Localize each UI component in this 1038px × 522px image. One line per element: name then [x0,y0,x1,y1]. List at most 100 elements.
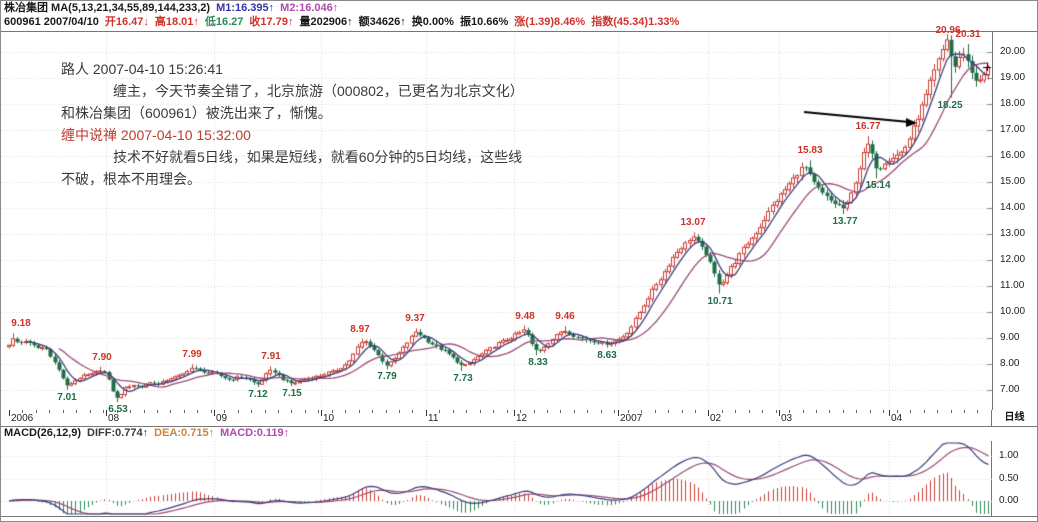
time-axis-label: 09 [216,413,228,424]
minor-tick [856,410,857,413]
price-axis-label: 14.00 [1000,202,1026,213]
time-axis-label: 11 [428,413,439,424]
info-segment: 株冶集团 MA(5,13,21,34,55,89,144,233,2) [4,2,211,14]
minor-tick [117,410,118,413]
month-tick [426,410,427,416]
minor-tick [291,410,292,413]
minor-tick [36,410,37,413]
minor-tick [439,410,440,413]
minor-tick [345,410,346,413]
info-segment: 额34626↑ [358,16,406,28]
price-axis-label: 17.00 [1000,124,1026,135]
minor-tick [601,410,602,413]
info-segment: 振10.66% [459,16,509,28]
info-segment: 指数(45.34)1.33% [591,16,680,28]
time-axis: 2006 08 09 10 11 12 2007 02 03 04 [1,410,992,426]
price-extreme-label: 8.97 [350,323,370,335]
month-tick [889,410,890,416]
price-extreme-label: 9.18 [11,318,31,330]
price-axis-label: 16.00 [1000,150,1026,161]
minor-tick [251,410,252,413]
info-segment: DEA:0.715↑ [154,427,215,439]
minor-tick [359,410,360,413]
info-segment: DIFF:0.774↑ [87,427,149,439]
minor-tick [412,410,413,413]
minor-tick [318,410,319,413]
price-axis-label: 19.00 [1000,72,1026,83]
month-tick [618,410,619,416]
minor-tick [964,410,965,413]
price-axis-label: 13.00 [1000,228,1026,239]
price-extreme-label: 15.14 [865,180,891,192]
minor-tick [90,410,91,413]
time-axis-label: 03 [781,413,793,424]
minor-tick [883,410,884,413]
info-segment: 量202906↑ [299,16,353,28]
price-extreme-label: 10.71 [707,295,733,307]
macd-axis-label: 0.50 [999,472,1019,484]
minor-tick [170,410,171,413]
price-extreme-label: 9.37 [405,313,425,325]
info-segment: 600961 2007/04/10 [4,16,99,28]
stock-info-bar: 株冶集团 MA(5,13,21,34,55,89,144,233,2) M1:16… [1,1,1037,31]
macd-header: MACD(26,12,9) DIFF:0.774↑ DEA:0.715↑ MACD:0… [1,427,1037,441]
minor-tick [749,410,750,413]
month-tick [321,410,322,416]
price-extreme-label: 16.77 [855,120,881,132]
price-extreme-label: 7.01 [57,391,77,403]
macd-axis: 1.00 0.50 0.00 [992,441,1037,516]
minor-tick [520,410,521,413]
price-extreme-label: 9.46 [555,311,575,323]
time-axis-label: 2006 [11,413,34,424]
minor-tick [803,410,804,413]
minor-tick [655,410,656,413]
period-label[interactable]: 日线 [1004,412,1025,423]
quote-author-line: 路人 2007-04-10 15:26:41 [61,61,223,77]
macd-plot[interactable] [1,441,992,516]
minor-tick [789,410,790,413]
forum-quote-overlay: 路人 2007-04-10 15:26:41 缠主，今天节奏全错了，北京旅游（0… [61,58,531,190]
minor-tick [695,410,696,413]
month-tick [214,410,215,416]
price-axis-label: 11.00 [1000,280,1025,291]
price-axis-label: 12.00 [1000,254,1026,265]
minor-tick [937,410,938,413]
minor-tick [63,410,64,413]
price-extreme-label: 13.07 [680,217,706,229]
minor-tick [493,410,494,413]
candlestick-canvas[interactable] [1,32,992,410]
candlestick-plot[interactable]: 路人 2007-04-10 15:26:41 缠主，今天节奏全错了，北京旅游（0… [1,25,993,415]
minor-tick [103,410,104,413]
minor-tick [76,410,77,413]
time-axis-label: 08 [108,413,120,424]
info-segment: 低16.27 [204,16,244,28]
info-segment: 涨(1.39)8.46% [514,16,586,28]
minor-tick [897,410,898,413]
minor-tick [762,410,763,413]
price-axis: 20.00 19.00 18.00 17.00 16.00 15.00 14.00 13.00… [993,32,1037,410]
price-extreme-label: 9.48 [515,310,535,322]
price-extreme-label: 15.83 [797,145,823,157]
time-axis-row: 2006 08 09 10 11 12 2007 02 03 04 日线 [1,410,1037,427]
month-tick [779,410,780,416]
info-segment: MACD:0.119↑ [220,427,290,439]
price-extreme-label: 7.91 [261,351,281,363]
minor-tick [977,410,978,413]
time-axis-label: 2007 [620,413,643,424]
price-axis-label: 8.00 [1000,358,1020,369]
minor-tick [991,410,992,413]
minor-tick [910,410,911,413]
reply-author-line: 缠中说禅 2007-04-10 15:32:00 [61,127,251,143]
price-axis-label: 9.00 [1000,332,1020,343]
minor-tick [372,410,373,413]
minor-tick [668,410,669,413]
minor-tick [466,410,467,413]
macd-canvas[interactable] [1,441,992,516]
info-segment: 高18.01↑ [154,16,199,28]
minor-tick [224,410,225,413]
minor-tick [816,410,817,413]
minor-tick [265,410,266,413]
minor-tick [399,410,400,413]
info-segment: MACD(26,12,9) [4,427,82,439]
info-segment: 换0.00% [411,16,454,28]
